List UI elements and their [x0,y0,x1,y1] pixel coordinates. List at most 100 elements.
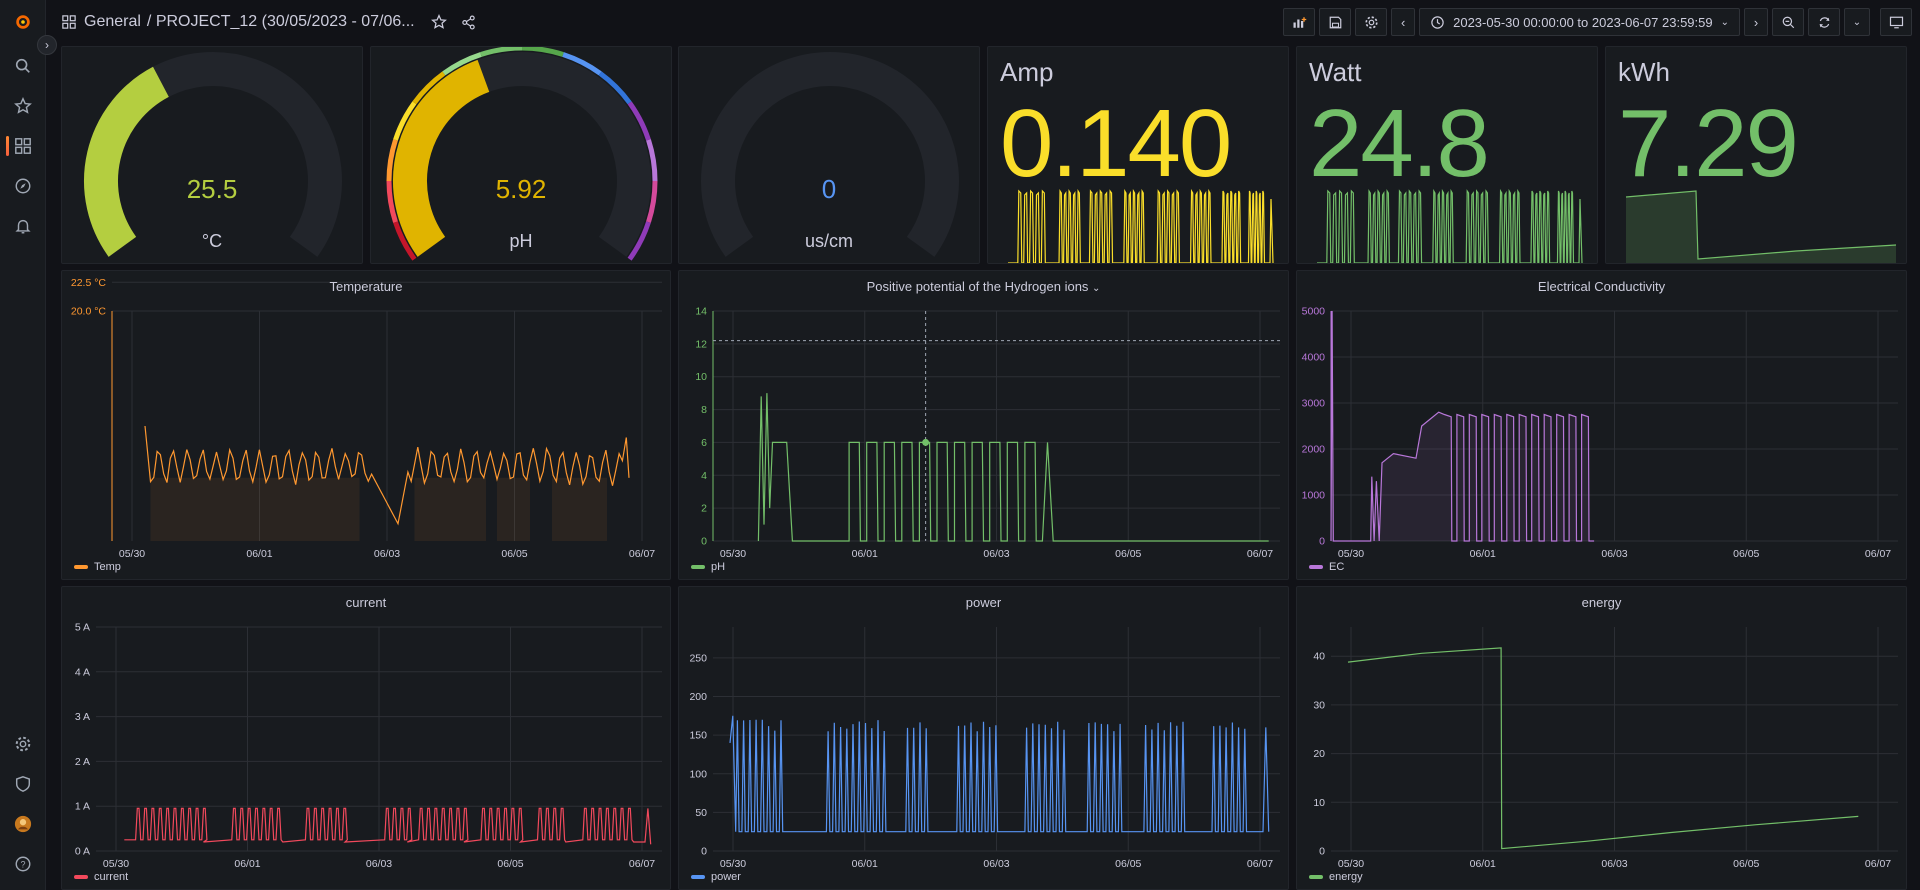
x-tick-label: 06/05 [1115,548,1141,560]
sparkline-line [1008,188,1274,263]
kwh-stat-title: kWh [1618,57,1670,87]
refresh-button[interactable] [1808,8,1840,36]
x-tick-label: 06/07 [1247,548,1273,560]
server-admin-shield-icon[interactable] [10,771,36,797]
y-tick-label: 100 [689,768,707,780]
x-tick-label: 05/30 [103,858,129,870]
y-tick-label: 0 [1319,846,1325,858]
breadcrumb-folder[interactable]: General [84,13,141,30]
x-tick-label: 06/05 [1733,858,1759,870]
add-panel-button[interactable] [1283,8,1316,36]
conductivity-gauge-unit: us/cm [804,231,853,251]
temperature-gauge [84,52,342,257]
x-tick-label: 06/07 [1247,858,1273,870]
share-icon[interactable] [461,15,476,30]
legend-swatch [74,875,88,879]
watt-sparkline [1317,188,1583,263]
ph-panel-title[interactable]: Positive potential of the Hydrogen ions … [679,279,1288,294]
power-panel[interactable]: power 0 50 100 150 200 250 05/30 06/01 06/03 06/0… [678,586,1289,890]
y-tick-label: 0 [701,846,707,858]
refresh-interval-dropdown[interactable]: ⌄ [1844,8,1870,36]
y-tick-label: 4000 [1302,352,1326,364]
power-legend[interactable]: power [691,871,741,883]
gauge-threshold-band [627,221,651,261]
amp-sparkline [1008,188,1274,263]
legend-label: current [94,871,129,883]
save-dashboard-button[interactable] [1319,8,1352,36]
x-tick-label: 06/07 [1865,858,1891,870]
temperature-panel-title: Temperature [329,279,403,294]
x-tick-label: 05/30 [720,548,746,560]
energy-legend[interactable]: energy [1309,871,1363,883]
y-tick-label: 1 A [75,801,90,813]
x-tick-label: 05/30 [1338,858,1364,870]
x-tick-label: 06/01 [1470,548,1496,560]
current-panel[interactable]: current 0 A 1 A 2 A 3 A 4 A 5 A 05/30 06/01 06/0… [61,586,671,890]
ph-legend[interactable]: pH [691,561,725,573]
conductivity-gauge-panel[interactable]: 0 us/cm [678,46,980,264]
configuration-gear-icon[interactable] [10,731,36,757]
y-tick-label: 8 [701,404,707,416]
x-tick-label: 06/03 [983,548,1009,560]
explore-compass-icon[interactable] [10,173,36,199]
energy-panel[interactable]: energy 0 10 20 30 40 05/30 06/01 06/03 06/05 06/0… [1296,586,1907,890]
gauge-threshold-band [646,180,658,223]
ph-gauge-panel[interactable]: 5.92 pH [370,46,672,264]
starred-icon[interactable] [10,93,36,119]
time-shift-forward-button[interactable]: › [1744,8,1768,36]
legend-swatch [74,565,88,569]
chevron-down-icon: ⌄ [1092,283,1101,294]
gauge-track [701,52,959,257]
gauge-threshold-band [442,52,482,76]
help-icon[interactable]: ? [10,851,36,877]
zoom-out-button[interactable] [1772,8,1804,36]
x-tick-label: 06/03 [374,548,400,560]
x-tick-label: 06/01 [246,548,272,560]
gauge-threshold-band [386,139,398,182]
temperature-panel[interactable]: Temperature 20.0 °C22.5 °C25.0 °C27.5 °C… [61,270,671,580]
dashboard-title[interactable]: / PROJECT_12 (30/05/2023 - 07/06... [146,13,415,30]
gauge-threshold-band [393,101,417,141]
legend-label: Temp [94,561,121,573]
watt-stat-panel[interactable]: Watt 24.8 [1296,46,1598,264]
expand-sidebar-button[interactable]: › [37,35,57,55]
power-chart: 0 50 100 150 200 250 05/30 06/01 06/03 06/05 06/07 [689,627,1280,870]
ph-panel[interactable]: Positive potential of the Hydrogen ions … [678,270,1289,580]
user-avatar-icon[interactable] [10,811,36,837]
search-icon[interactable] [10,53,36,79]
temperature-legend[interactable]: Temp [74,561,121,573]
legend-swatch [691,875,705,879]
sparkline-line [1317,188,1583,263]
current-legend[interactable]: current [74,871,128,883]
conductivity-panel[interactable]: Electrical Conductivity 0 1000 2000 3000 400… [1296,270,1907,580]
y-tick-label: 12 [695,338,707,350]
y-tick-label: 50 [695,807,707,819]
clock-icon [1431,15,1444,29]
y-tick-label: 2000 [1302,444,1326,456]
dashboards-icon[interactable] [6,133,36,159]
y-tick-label: 30 [1313,699,1325,711]
temperature-gauge-panel[interactable]: 25.5 °C [61,46,363,264]
conductivity-gauge-value: 0 [821,174,837,204]
grafana-logo-icon[interactable] [10,9,36,35]
time-shift-back-button[interactable]: ‹ [1391,8,1416,36]
time-range-picker[interactable]: 2023-05-30 00:00:00 to 2023-06-07 23:59:… [1419,8,1740,36]
ph-gauge [386,47,658,261]
ph-chart: 0 2 4 6 8 10 12 14 05/30 06/01 06/03 06/05 06/07 [695,306,1280,560]
power-panel-title: power [965,595,1002,610]
y-tick-label: 250 [689,652,707,664]
dashboard-settings-button[interactable] [1355,8,1388,36]
series-line [1347,647,1859,850]
y-tick-label: 3 A [75,711,90,723]
cycle-view-mode-button[interactable] [1880,8,1912,36]
series-line [144,425,630,526]
alerting-bell-icon[interactable] [10,213,36,239]
conductivity-legend[interactable]: EC [1309,561,1344,573]
star-dashboard-icon[interactable] [430,14,447,30]
conductivity-chart: 0 1000 2000 3000 4000 5000 05/30 06/01 06/03 06/0… [1302,306,1898,560]
watt-stat-value: 24.8 [1309,90,1490,197]
kwh-stat-panel[interactable]: kWh 7.29 [1605,46,1907,264]
series-line [729,715,1270,833]
amp-stat-panel[interactable]: Amp 0.140 [987,46,1289,264]
gauge-threshold-band [480,47,523,57]
